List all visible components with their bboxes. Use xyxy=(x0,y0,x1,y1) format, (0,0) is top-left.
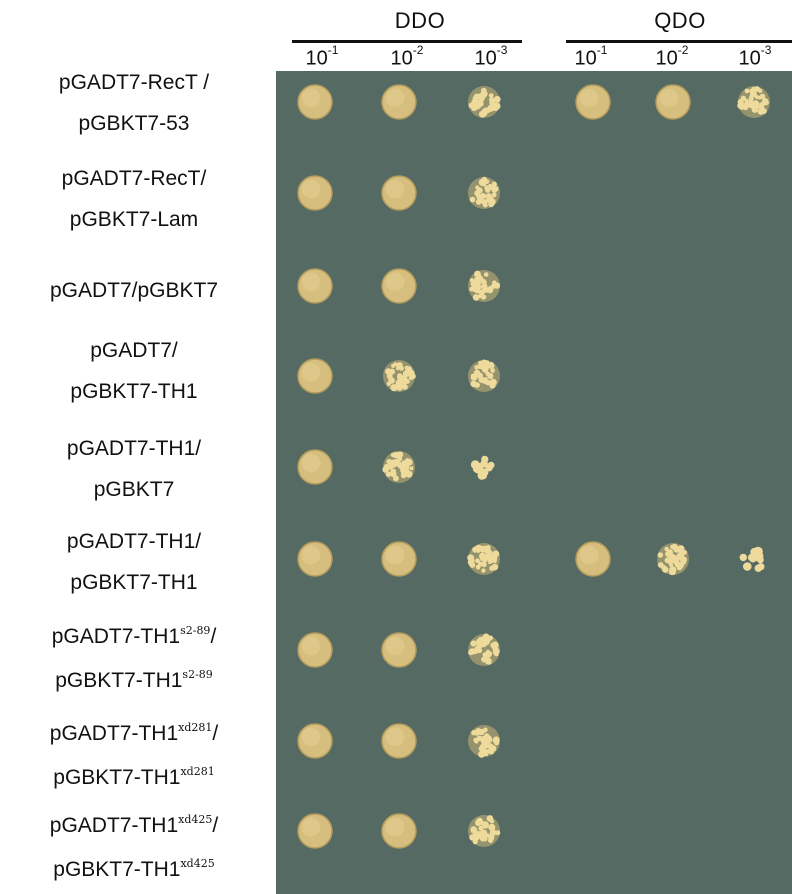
qdo-dilution-2: 10-2 xyxy=(637,46,707,71)
ddo-dilution-1: 10-1 xyxy=(287,46,357,71)
spot-r6-c3 xyxy=(467,543,500,575)
qdo-dilution-3: 10-3 xyxy=(720,46,790,71)
spot-r7-c3 xyxy=(468,633,500,666)
ddo-dilution-3: 10-3 xyxy=(456,46,526,71)
spot-r6-c5 xyxy=(657,543,689,575)
row-label-8: pGADT7-TH1xd281/ pGBKT7-TH1xd281 xyxy=(0,713,268,801)
spot-r6-c6 xyxy=(740,547,765,572)
spot-r7-c2 xyxy=(382,633,416,667)
row-label-3: pGADT7/pGBKT7 xyxy=(0,270,268,311)
spot-r1-c1 xyxy=(298,85,332,119)
spot-r2-c2 xyxy=(382,176,416,210)
row-label-2: pGADT7-RecT/pGBKT7-Lam xyxy=(0,158,268,240)
yeast-spots xyxy=(276,71,792,894)
spot-r3-c2 xyxy=(382,269,416,303)
spot-r8-c1 xyxy=(298,724,332,758)
spot-r1-c4 xyxy=(576,85,610,119)
spot-r8-c3 xyxy=(468,725,500,758)
row-label-9: pGADT7-TH1xd425/ pGBKT7-TH1xd425 xyxy=(0,805,268,893)
spot-r4-c1 xyxy=(298,359,332,393)
spot-r4-c2 xyxy=(383,360,416,392)
row-label-1: pGADT7-RecT / pGBKT7-53 xyxy=(0,62,268,144)
spot-r6-c2 xyxy=(382,542,416,576)
spot-r2-c3 xyxy=(468,177,500,209)
spot-r9-c2 xyxy=(382,814,416,848)
spot-r5-c3 xyxy=(471,456,495,480)
spot-r1-c6 xyxy=(737,86,770,118)
spot-r1-c5 xyxy=(656,85,690,119)
spot-r5-c2 xyxy=(382,451,415,483)
spot-r9-c1 xyxy=(298,814,332,848)
spot-r8-c2 xyxy=(382,724,416,758)
spot-r1-c2 xyxy=(382,85,416,119)
spot-r2-c1 xyxy=(298,176,332,210)
row-label-4: pGADT7/pGBKT7-TH1 xyxy=(0,330,268,412)
row-label-7: pGADT7-TH1s2-89/ pGBKT7-TH1s2-89 xyxy=(0,616,268,704)
spot-r4-c3 xyxy=(468,360,500,393)
spot-r1-c3 xyxy=(468,86,501,118)
spot-r3-c3 xyxy=(468,270,500,302)
ddo-dilution-2: 10-2 xyxy=(372,46,442,71)
ddo-header: DDO xyxy=(370,8,470,34)
qdo-dilution-1: 10-1 xyxy=(556,46,626,71)
spot-r9-c3 xyxy=(468,815,500,847)
spot-r6-c1 xyxy=(298,542,332,576)
row-label-5: pGADT7-TH1/pGBKT7 xyxy=(0,428,268,510)
row-label-6: pGADT7-TH1/pGBKT7-TH1 xyxy=(0,521,268,603)
ddo-underline xyxy=(292,40,522,43)
spot-r6-c4 xyxy=(576,542,610,576)
spot-r3-c1 xyxy=(298,269,332,303)
spot-r5-c1 xyxy=(298,450,332,484)
spot-r7-c1 xyxy=(298,633,332,667)
qdo-header: QDO xyxy=(630,8,730,34)
